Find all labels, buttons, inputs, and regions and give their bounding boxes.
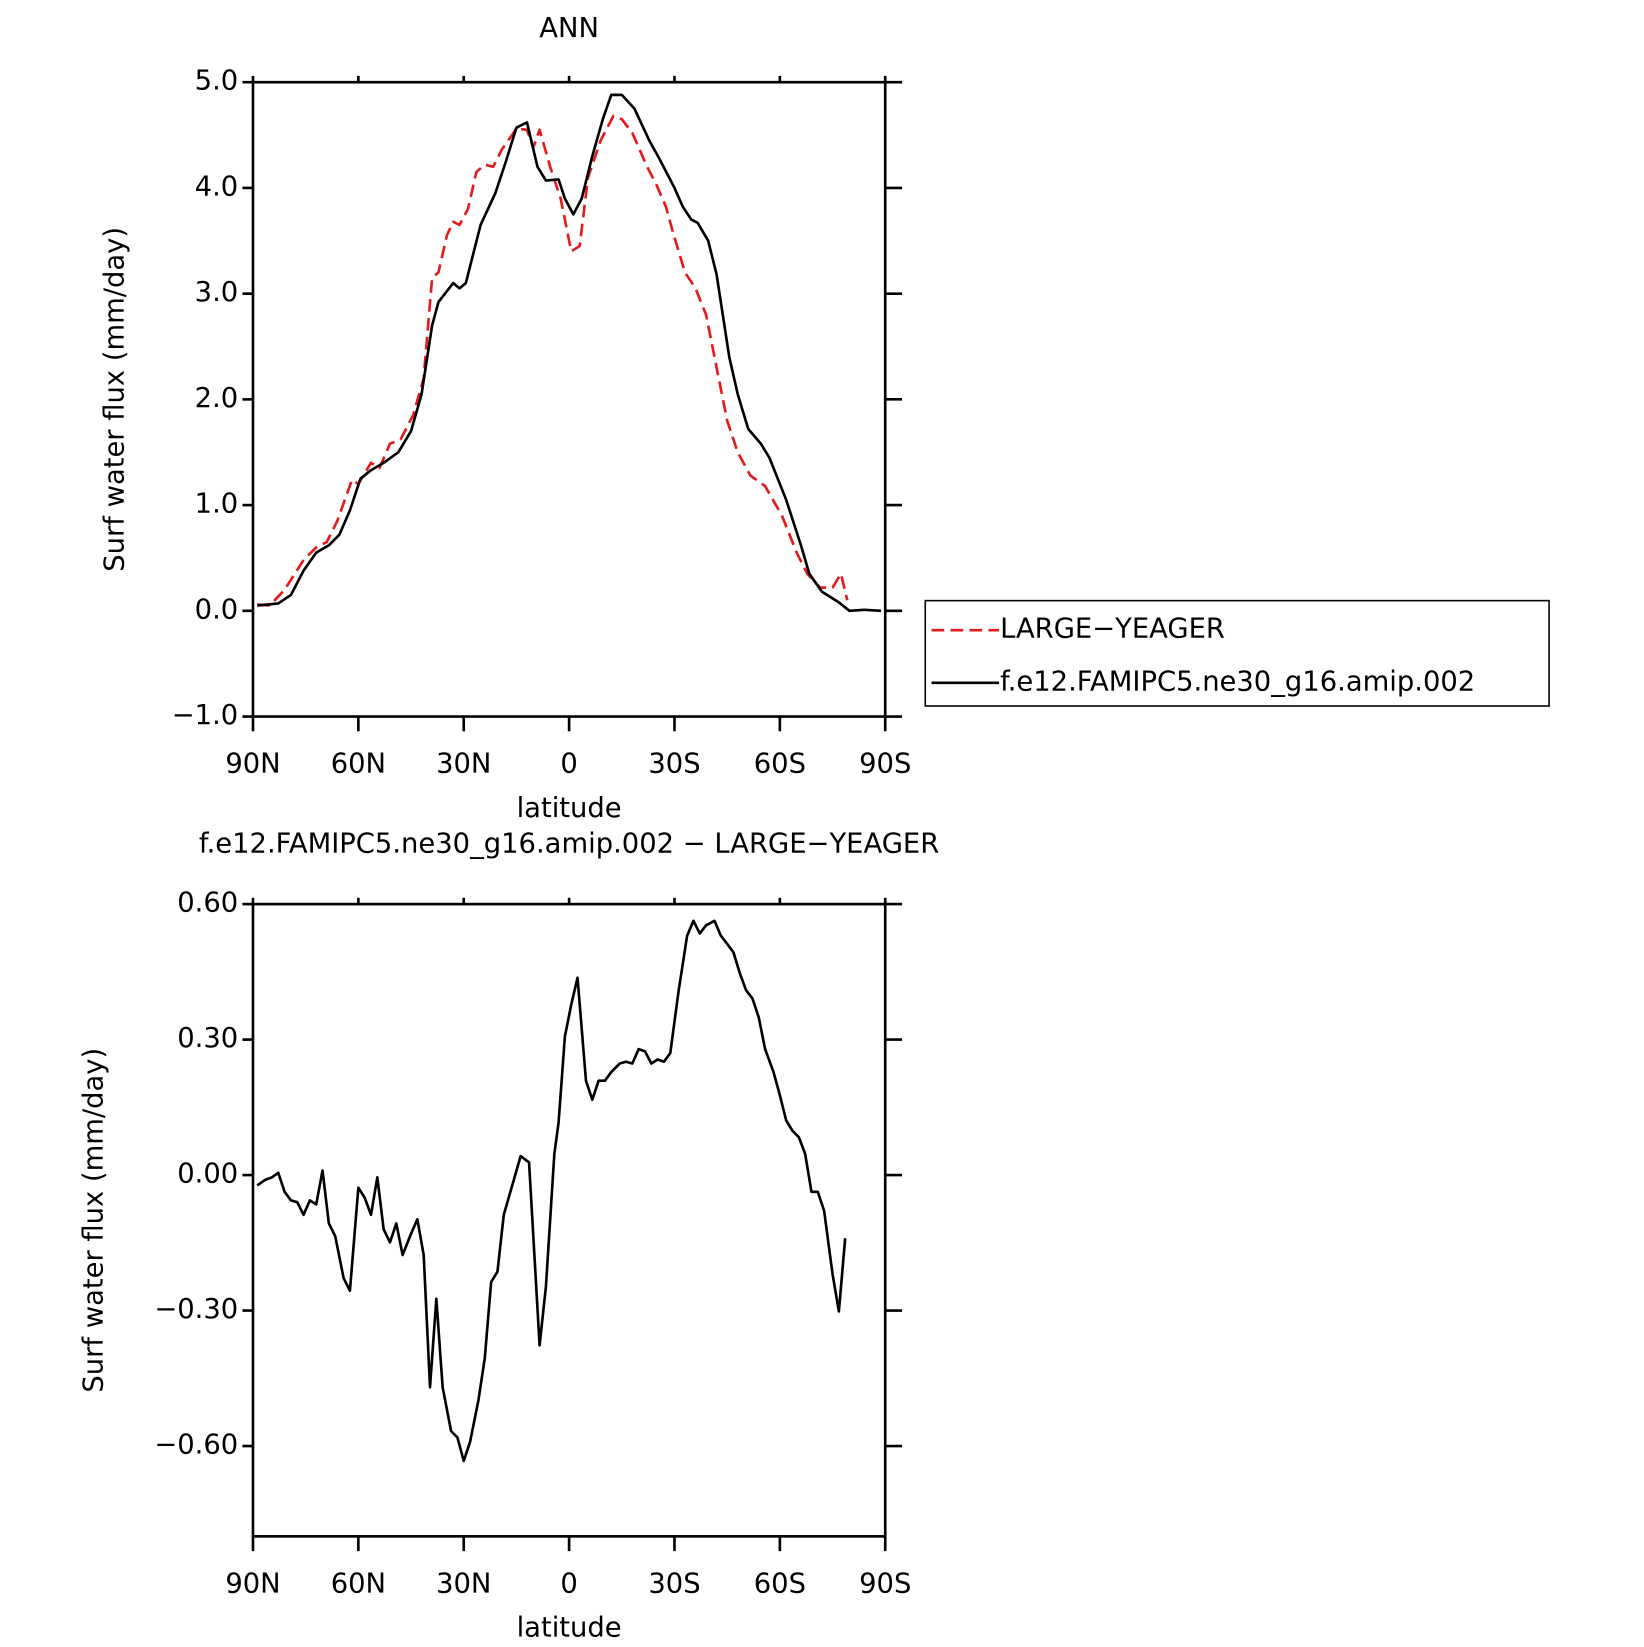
legend-label: LARGE−YEAGER [1000, 614, 1225, 645]
x-tick-label: 90S [859, 1568, 911, 1599]
x-tick-label: 60S [754, 1568, 806, 1599]
x-tick-label: 90S [859, 749, 911, 780]
x-tick-label: 0 [560, 749, 577, 780]
data-line [256, 919, 847, 1463]
y-tick-label: 0.30 [177, 1023, 238, 1054]
x-tick-label: 30N [436, 749, 491, 780]
y-axis-label: Surf water flux (mm/day) [99, 227, 130, 572]
x-axis-label: latitude [517, 1613, 622, 1644]
chart-title: ANN [539, 13, 599, 44]
x-tick-label: 30S [648, 749, 700, 780]
y-axis-label: Surf water flux (mm/day) [78, 1048, 109, 1393]
x-tick-label: 30S [648, 1568, 700, 1599]
y-tick-label: −0.30 [154, 1294, 238, 1325]
x-axis-label: latitude [517, 793, 622, 824]
y-tick-label: −1.0 [172, 700, 238, 731]
x-tick-label: 60N [331, 1568, 386, 1599]
x-tick-label: 0 [560, 1568, 577, 1599]
y-tick-label: 4.0 [195, 171, 239, 202]
y-tick-label: 0.0 [195, 594, 239, 625]
y-tick-label: −0.60 [154, 1430, 238, 1461]
legend-label: f.e12.FAMIPC5.ne30_g16.amip.002 [1000, 666, 1475, 697]
chart-title: f.e12.FAMIPC5.ne30_g16.amip.002 − LARGE−… [199, 829, 939, 860]
x-tick-label: 60S [754, 749, 806, 780]
y-tick-label: 0.00 [177, 1159, 238, 1190]
y-tick-label: 0.60 [177, 888, 238, 919]
data-line [257, 114, 849, 607]
x-tick-label: 60N [331, 749, 386, 780]
y-tick-label: 1.0 [195, 489, 239, 520]
x-tick-label: 30N [436, 1568, 491, 1599]
y-tick-label: 3.0 [195, 277, 239, 308]
legend-box [924, 599, 1550, 707]
plot-frame [251, 902, 887, 1538]
y-tick-label: 5.0 [195, 66, 239, 97]
x-tick-label: 90N [225, 749, 280, 780]
data-line [257, 93, 882, 613]
plot-frame [251, 80, 887, 718]
x-tick-label: 90N [225, 1568, 280, 1599]
y-tick-label: 2.0 [195, 383, 239, 414]
